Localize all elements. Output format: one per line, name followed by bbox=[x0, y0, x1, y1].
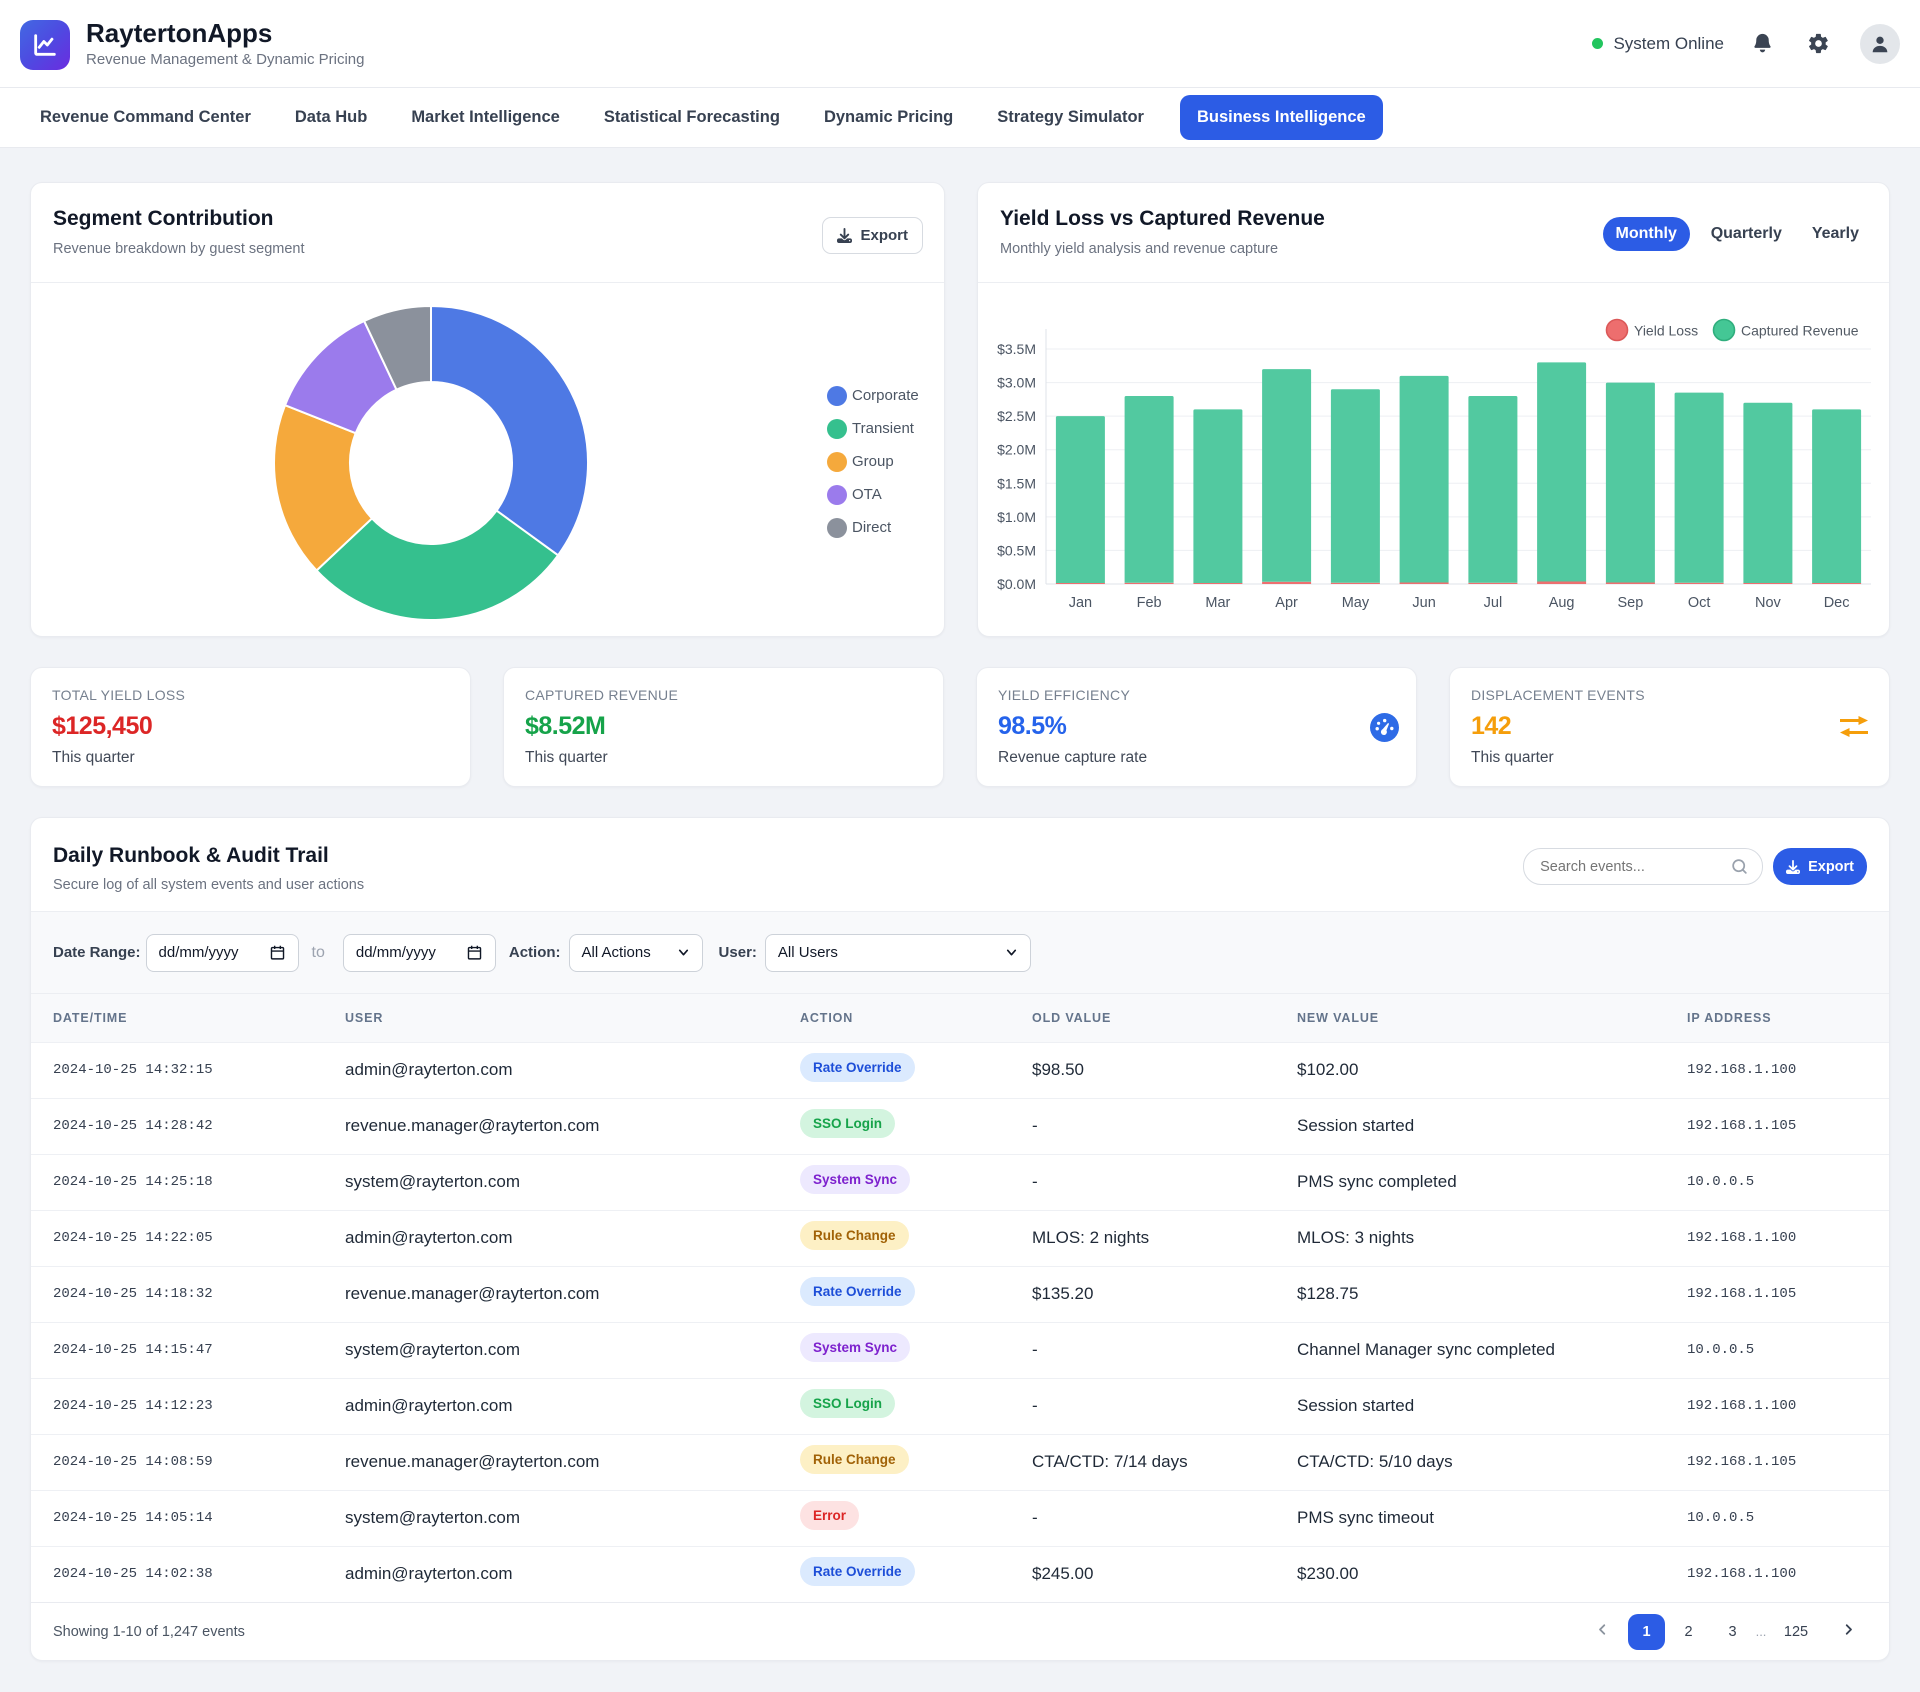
svg-text:$0.0M: $0.0M bbox=[997, 576, 1036, 592]
svg-text:Jun: Jun bbox=[1412, 595, 1435, 611]
svg-text:Captured Revenue: Captured Revenue bbox=[1741, 323, 1859, 339]
svg-text:Mar: Mar bbox=[1205, 595, 1230, 611]
svg-text:Nov: Nov bbox=[1755, 595, 1782, 611]
svg-text:Feb: Feb bbox=[1137, 595, 1162, 611]
svg-text:Dec: Dec bbox=[1824, 595, 1850, 611]
svg-text:Jul: Jul bbox=[1484, 595, 1503, 611]
svg-text:$1.0M: $1.0M bbox=[997, 509, 1036, 525]
svg-text:$2.5M: $2.5M bbox=[997, 408, 1036, 424]
svg-text:Yield Loss: Yield Loss bbox=[1634, 323, 1698, 339]
svg-text:$1.5M: $1.5M bbox=[997, 475, 1036, 491]
svg-text:Aug: Aug bbox=[1549, 595, 1575, 611]
svg-text:$3.0M: $3.0M bbox=[997, 375, 1036, 391]
svg-text:Apr: Apr bbox=[1275, 595, 1298, 611]
svg-text:Jan: Jan bbox=[1069, 595, 1092, 611]
svg-text:$2.0M: $2.0M bbox=[997, 442, 1036, 458]
svg-text:May: May bbox=[1342, 595, 1370, 611]
svg-text:$3.5M: $3.5M bbox=[997, 341, 1036, 357]
svg-text:Oct: Oct bbox=[1688, 595, 1711, 611]
svg-text:Sep: Sep bbox=[1617, 595, 1643, 611]
svg-text:$0.5M: $0.5M bbox=[997, 542, 1036, 558]
